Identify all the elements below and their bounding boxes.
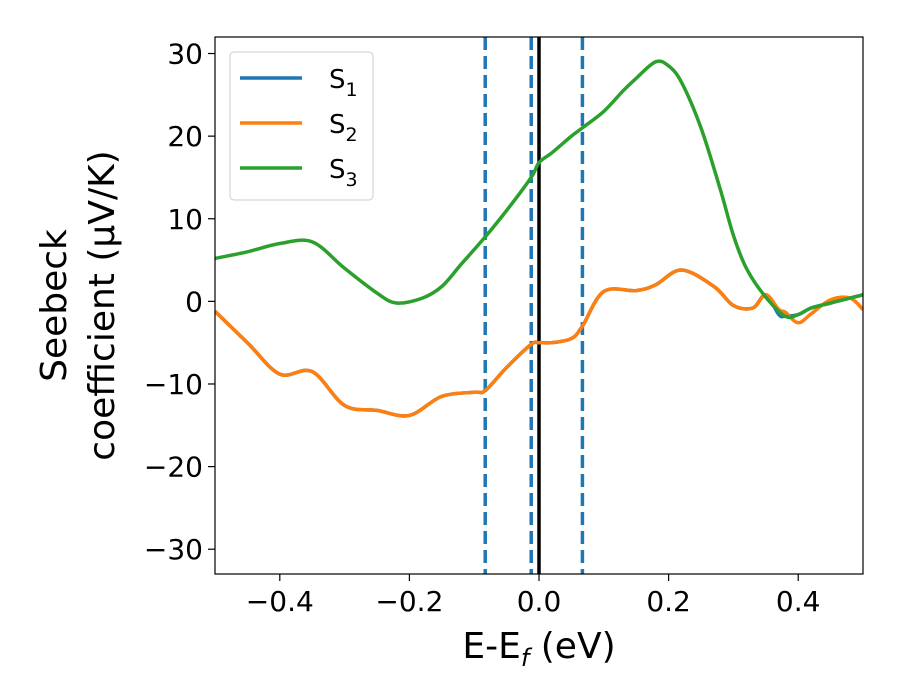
legend-box (229, 51, 374, 201)
x-axis-title-unit: (eV) (529, 626, 615, 667)
x-tick-label: −0.2 (375, 585, 443, 618)
legend-label-s1: S1 (329, 65, 358, 101)
series-line-s2 (215, 268, 863, 418)
y-tick-label: 0 (185, 285, 203, 318)
x-axis-title: E-Ef (eV) (462, 626, 615, 672)
y-tick-label: 10 (167, 203, 203, 236)
x-tick-label: 0.0 (517, 585, 562, 618)
y-tick-label: 20 (167, 120, 203, 153)
x-axis-title-main: E-E (462, 626, 520, 667)
y-axis-title-line1: Seebeck (34, 229, 75, 382)
legend: S1 S2 S3 (229, 51, 374, 201)
legend-label-s3: S3 (329, 155, 358, 191)
x-tick-label: −0.4 (246, 585, 314, 618)
y-tick-label: −20 (144, 451, 203, 484)
x-tick-label: 0.2 (646, 585, 691, 618)
vertical-lines-layer (483, 37, 585, 574)
ticks-layer: −0.4 −0.2 0.0 0.2 0.4 −30 −20 −10 0 10 20 30 (144, 38, 821, 618)
y-axis-title-line2: coefficient (μV/K) (82, 150, 123, 460)
plot-frame (214, 36, 864, 575)
x-tick-label: 0.4 (776, 585, 821, 618)
series-line-s3 (215, 59, 863, 320)
y-tick-label: 30 (167, 38, 203, 71)
legend-label-s2: S2 (329, 110, 358, 146)
y-tick-label: −30 (144, 533, 203, 566)
series-layer (215, 59, 863, 418)
y-tick-label: −10 (144, 368, 203, 401)
